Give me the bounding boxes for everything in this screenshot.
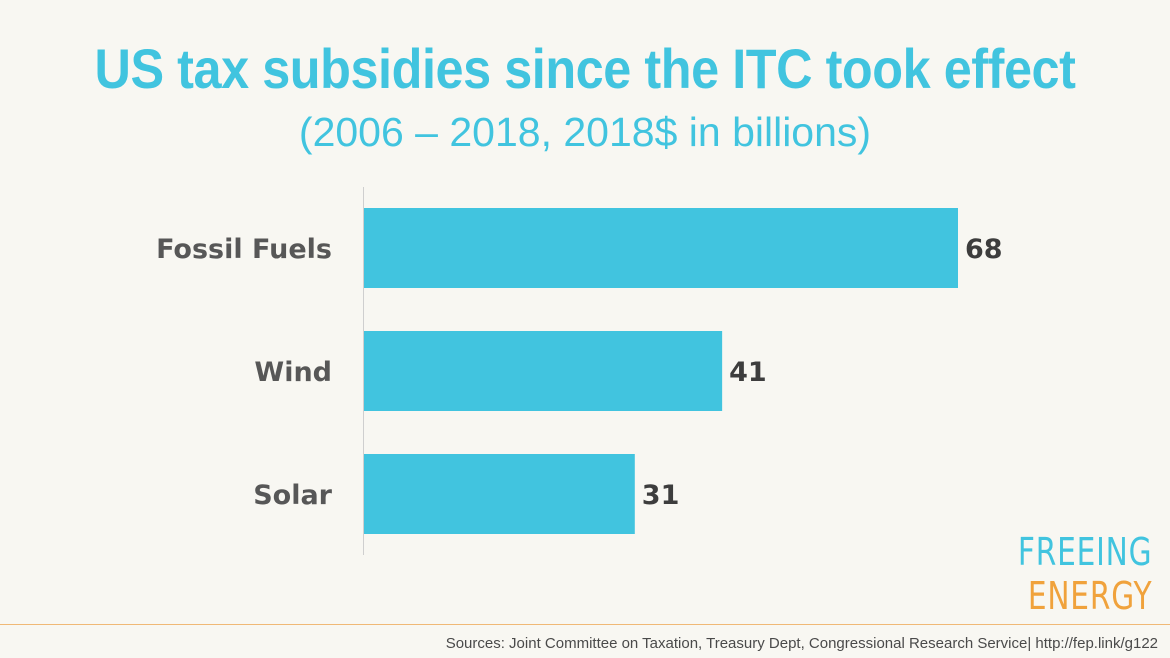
bar-wind — [364, 331, 723, 411]
bar-fossil-fuels — [364, 208, 958, 288]
bars-layer: Fossil Fuels 68 Wind 41 Solar 31 — [156, 208, 1003, 534]
logo-line-energy: ENERGY — [1027, 574, 1152, 618]
chart-subtitle: (2006 – 2018, 2018$ in billions) — [298, 109, 872, 155]
logo-line-freeing: FREEING — [1017, 530, 1152, 574]
sources-footer: Sources: Joint Committee on Taxation, Tr… — [445, 635, 1158, 652]
value-label-solar: 31 — [642, 480, 680, 511]
bar-solar — [364, 454, 635, 534]
chart-title: US tax subsidies since the ITC took effe… — [94, 37, 1076, 100]
category-label-fossil-fuels: Fossil Fuels — [156, 234, 332, 265]
bar-chart: Fossil Fuels 68 Wind 41 Solar 31 — [156, 187, 1003, 555]
category-label-solar: Solar — [253, 480, 332, 511]
category-label-wind: Wind — [254, 357, 332, 388]
value-label-fossil-fuels: 68 — [965, 234, 1003, 265]
freeing-energy-logo: FREEING ENERGY — [1018, 530, 1152, 618]
footer-divider — [0, 624, 1170, 625]
value-label-wind: 41 — [729, 357, 767, 388]
